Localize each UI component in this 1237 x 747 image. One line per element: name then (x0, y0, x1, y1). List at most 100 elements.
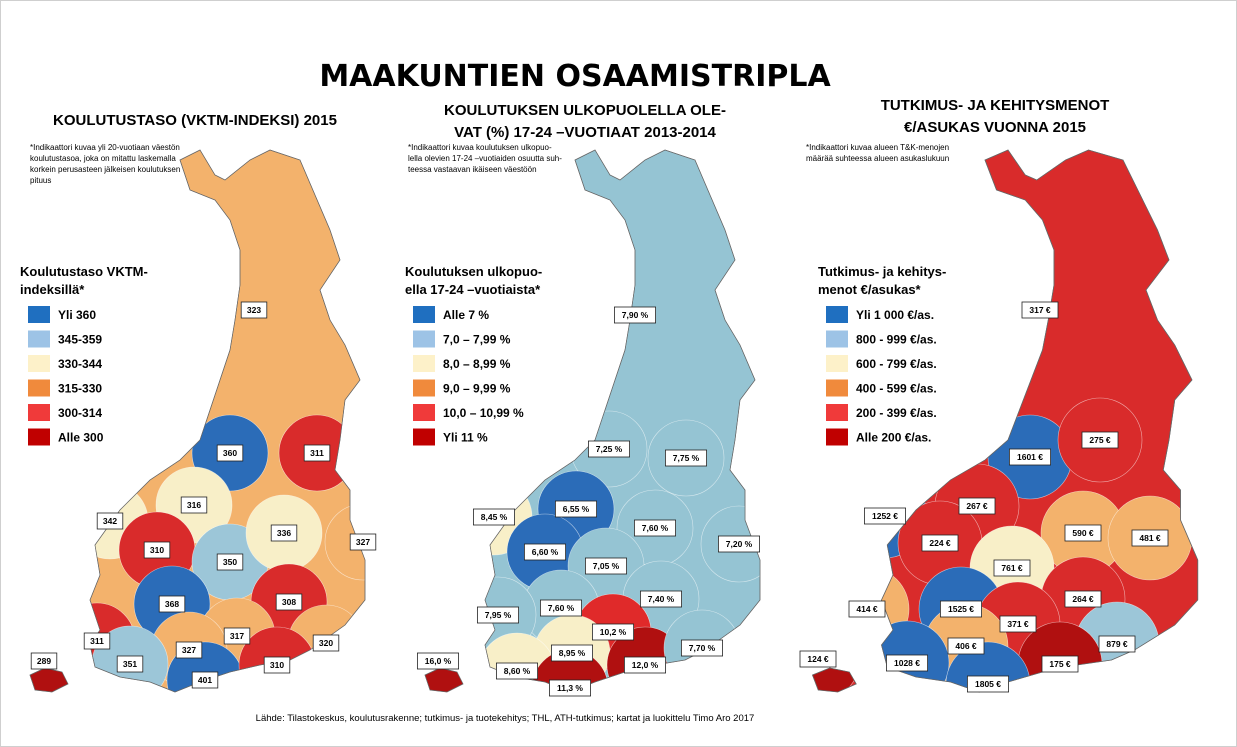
region-label: 401 (198, 675, 212, 685)
legend-label: 10,0 – 10,99 % (443, 406, 524, 420)
region-label-box (940, 600, 983, 618)
region-label-box (270, 524, 298, 542)
region-label-box (216, 444, 244, 462)
legend-swatch (826, 428, 848, 446)
panel: TUTKIMUS- JA KEHITYSMENOT €/ASUKAS VUONNA… (799, 97, 1199, 693)
region-label-box (921, 534, 959, 552)
legend-swatch (826, 306, 848, 323)
region-label: 323 (247, 305, 261, 315)
region-label-box (1064, 590, 1102, 608)
note: lella olevien 17-24 –vuotiaiden osuutta … (408, 154, 562, 163)
region-label-box (191, 671, 219, 689)
legend-swatch (28, 428, 50, 446)
region-label-box (216, 553, 244, 571)
region-label: 311 (310, 448, 324, 458)
legend-swatch (413, 306, 435, 323)
region-label-box (681, 639, 724, 657)
note: *Indikaattori kuvaa koulutuksen ulkopuo- (408, 143, 552, 152)
note: määrää suhteessa alueen asukaslukuun (806, 154, 949, 163)
region-label: 124 € (807, 654, 829, 664)
region-label: 316 (187, 500, 201, 510)
region-label-box (240, 301, 268, 319)
region-label-box (180, 496, 208, 514)
region-label: 308 (282, 597, 296, 607)
region-label: 481 € (1139, 533, 1161, 543)
note: *Indikaattori kuvaa yli 20-vuotiaan väes… (30, 143, 180, 152)
legend-swatch (28, 306, 50, 323)
region-label-box (223, 627, 251, 645)
region-label: 175 € (1049, 659, 1071, 669)
region-label: 6,60 % (532, 547, 559, 557)
region-label: 6,55 % (563, 504, 590, 514)
region-label-box (549, 679, 592, 697)
region-label-box (495, 662, 538, 680)
region-label-box (993, 559, 1031, 577)
region-label-box (864, 507, 907, 525)
region-label: 327 (356, 537, 370, 547)
region-label-box (799, 650, 837, 668)
region-label: 1028 € (894, 658, 920, 668)
region-label-box (1021, 301, 1059, 319)
region-label: 590 € (1072, 528, 1094, 538)
region-label: 7,40 % (648, 594, 675, 604)
region-label-box (1064, 524, 1102, 542)
region-label-box (1009, 448, 1052, 466)
legend-label: 9,0 – 9,99 % (443, 382, 511, 396)
region-label-box (967, 675, 1010, 693)
note: korkein perusasteen jälkeisen koulutukse… (30, 165, 180, 174)
region-label-box (275, 593, 303, 611)
legend-label: Yli 1 000 €/as. (856, 308, 934, 322)
region-label-box (524, 543, 567, 561)
region-label-box (947, 637, 985, 655)
region-label: 1805 € (975, 679, 1001, 689)
panel-heading: KOULUTUKSEN ULKOPUOLELLA OLE- (444, 102, 726, 119)
region-label-box (83, 632, 111, 650)
region-label-box (303, 444, 331, 462)
region-label: 8,95 % (559, 648, 586, 658)
legend-label: 330-344 (58, 357, 102, 371)
note: *Indikaattori kuvaa alueen T&K-menojen (806, 143, 949, 152)
region-label: 7,60 % (548, 603, 575, 613)
region-label-box (585, 557, 628, 575)
region-label: 414 € (856, 604, 878, 614)
panel: KOULUTUKSEN ULKOPUOLELLA OLE- VAT (%) 17-… (405, 102, 761, 697)
legend-label: Alle 200 €/as. (856, 431, 931, 445)
legend-swatch (826, 355, 848, 372)
region-label-box (476, 606, 519, 624)
legend-swatch (826, 404, 848, 421)
region-label: 350 (223, 557, 237, 567)
region-label: 311 (90, 636, 104, 646)
region-label-box (718, 535, 761, 553)
region-label-box (1081, 431, 1119, 449)
region-label: 7,05 % (593, 561, 620, 571)
region-label-box (592, 623, 635, 641)
region-label-box (665, 449, 708, 467)
region-label: 317 € (1029, 305, 1051, 315)
region-label: 7,70 % (689, 643, 716, 653)
region-label-box (624, 656, 667, 674)
region-label: 761 € (1001, 563, 1023, 573)
region-label-box (1041, 655, 1079, 673)
legend-label: 8,0 – 8,99 % (443, 357, 511, 371)
region-label-box (588, 440, 631, 458)
legend-swatch (413, 355, 435, 372)
region-label-box (472, 508, 515, 526)
region-label: 289 (37, 656, 51, 666)
legend-title: Koulutustaso VKTM- (20, 264, 148, 279)
region-label-box (555, 500, 598, 518)
region-label: 7,95 % (485, 610, 512, 620)
region-label: 275 € (1089, 435, 1111, 445)
region-label-box (1131, 529, 1169, 547)
region-label-box (634, 519, 677, 537)
legend-label: 315-330 (58, 382, 102, 396)
legend-title: Tutkimus- ja kehitys- (818, 264, 946, 279)
legend-label: Alle 300 (58, 431, 104, 445)
region-label: 406 € (955, 641, 977, 651)
region-label-box (116, 655, 144, 673)
region-label: 7,75 % (673, 453, 700, 463)
region-label: 10,2 % (600, 627, 627, 637)
legend-title: Koulutuksen ulkopuo- (405, 264, 542, 279)
region-label: 360 (223, 448, 237, 458)
region-label: 336 (277, 528, 291, 538)
region-label: 879 € (1106, 639, 1128, 649)
